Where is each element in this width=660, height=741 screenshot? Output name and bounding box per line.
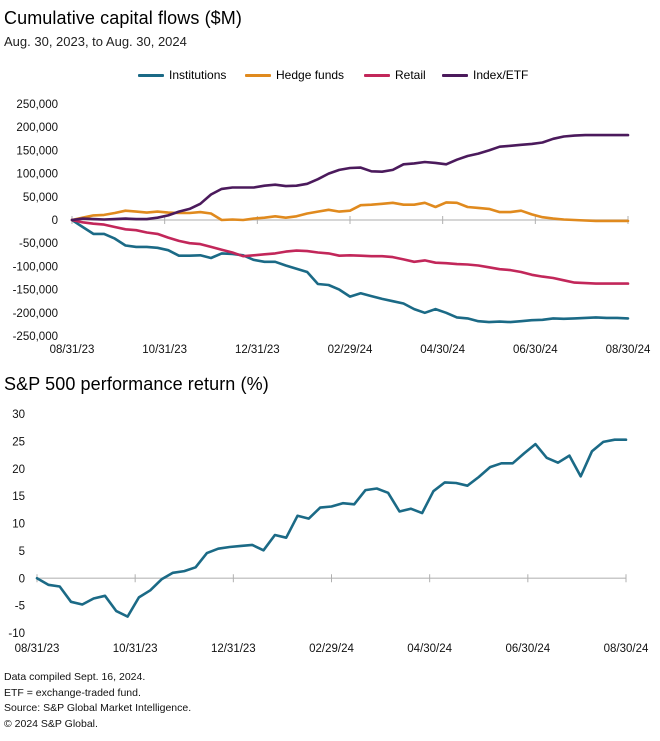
legend-label-institutions: Institutions [169,68,227,82]
sp500-xtick-label: 06/30/24 [505,643,550,655]
legend-label-index-etf: Index/ETF [473,68,529,82]
flows-ytick-label: 50,000 [23,192,58,204]
legend-item-retail: Retail [364,68,426,82]
flows-xtick-label: 12/31/23 [235,344,280,356]
sp500-return-chart: 30 25 20 15 10 5 0 -5 -10 08/31/23 10/31/23 12/31/2… [8,409,649,655]
sp500-xtick-label: 12/31/23 [211,643,256,655]
flows-xtick-label: 08/31/23 [50,344,95,356]
legend-item-hedge-funds: Hedge funds [245,68,344,82]
sp500-ytick-label: 15 [12,491,25,503]
flows-series-institutions [70,218,630,324]
flows-xtick-label: 08/30/24 [606,344,651,356]
flows-ytick-label: -100,000 [13,261,58,273]
footnotes: Data compiled Sept. 16, 2024. ETF = exch… [4,670,191,732]
sp500-xtick-label: 08/31/23 [15,643,60,655]
chart1-title: Cumulative capital flows ($M) [4,8,242,28]
flows-xtick-label: 10/31/23 [142,344,187,356]
legend-swatch-institutions [138,73,164,77]
flows-ytick-label: -250,000 [13,331,58,343]
footnote-source: Source: S&P Global Market Intelligence. [4,702,192,714]
flows-ytick-label: 250,000 [16,99,58,111]
legend-item-institutions: Institutions [138,68,226,82]
footnote-copyright: © 2024 S&P Global. [4,717,98,730]
sp500-ytick-label: -5 [15,601,25,613]
flows-ytick-label: -50,000 [19,238,58,250]
legend-swatch-retail [364,73,390,77]
flows-series-retail [70,218,630,285]
sp500-ytick-label: -10 [8,628,25,640]
legend-swatch-index-etf [442,73,468,77]
flows-ytick-label: 100,000 [16,169,58,181]
footnote-etf-definition: ETF = exchange-traded fund. [4,686,141,699]
legend-item-index-etf: Index/ETF [442,68,528,82]
sp500-xtick-label: 04/30/24 [407,643,452,655]
flows-xtick-label: 06/30/24 [513,344,558,356]
flows-ytick-label: -150,000 [13,285,58,297]
chart2-title: S&P 500 performance return (%) [4,374,269,394]
chart1-subtitle: Aug. 30, 2023, to Aug. 30, 2024 [4,34,187,49]
sp500-ytick-label: 20 [12,464,25,476]
flows-ytick-label: 150,000 [16,145,58,157]
legend-label-retail: Retail [395,68,426,82]
sp500-ytick-label: 25 [12,436,25,448]
flows-xtick-label: 04/30/24 [420,344,465,356]
legend-swatch-hedge-funds [245,73,271,77]
flows-xtick-label: 02/29/24 [328,344,373,356]
chart1-legend: Institutions Hedge funds Retail Index/ET… [0,68,660,86]
capital-flows-chart: 250,000 200,000 150,000 100,000 50,000 0 -50,0… [13,99,651,356]
footnote-data-compiled: Data compiled Sept. 16, 2024. [4,671,146,683]
flows-ytick-label: 200,000 [16,122,58,134]
sp500-series-s-p-500-performance-return [35,438,628,618]
sp500-ytick-label: 0 [19,573,25,585]
flows-ytick-label: 0 [52,215,58,227]
flows-ytick-label: -200,000 [13,308,58,320]
sp500-ytick-label: 30 [12,409,25,421]
flows-series-hedge-funds [70,201,630,223]
sp500-xtick-label: 02/29/24 [309,643,354,655]
flows-series-index-etf [70,133,630,222]
sp500-ytick-label: 5 [19,546,25,558]
sp500-xtick-label: 08/30/24 [604,643,649,655]
legend-label-hedge-funds: Hedge funds [276,68,345,82]
sp500-ytick-label: 10 [12,519,25,531]
sp500-xtick-label: 10/31/23 [113,643,158,655]
